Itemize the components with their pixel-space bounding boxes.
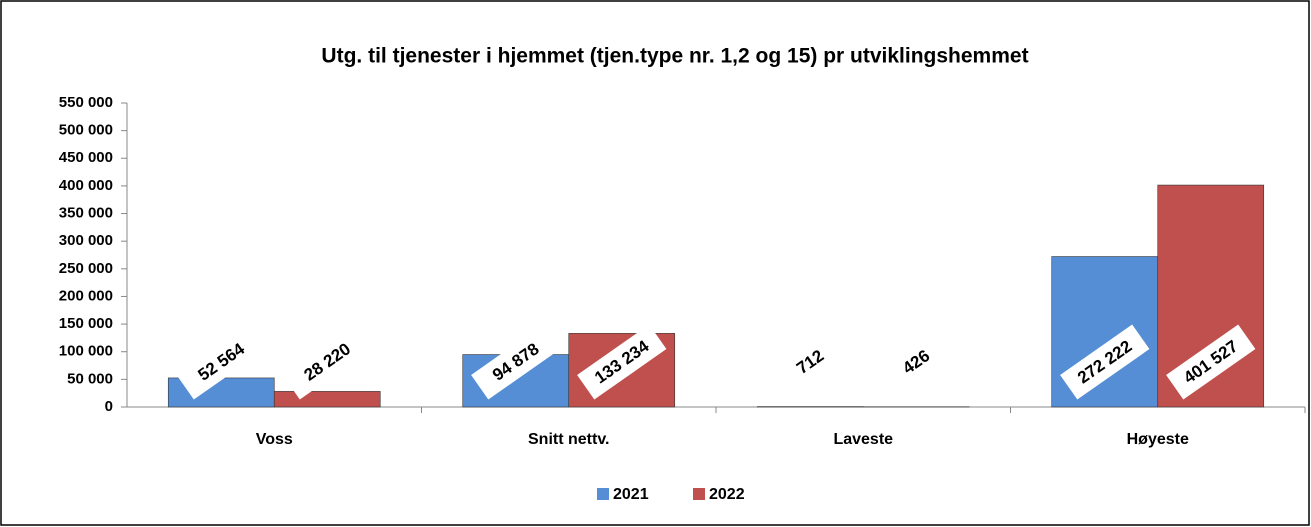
y-tick-label: 350 000: [59, 205, 113, 222]
legend-label: 2022: [709, 486, 745, 503]
y-tick-label: 150 000: [59, 315, 113, 332]
data-label-box: [1166, 324, 1256, 400]
data-label-box: [871, 324, 961, 400]
y-tick-label: 250 000: [59, 260, 113, 277]
y-tick-label: 100 000: [59, 343, 113, 360]
data-label-box: [577, 324, 667, 400]
y-tick-label: 300 000: [59, 232, 113, 249]
y-tick-label: 400 000: [59, 177, 113, 194]
y-tick-label: 0: [105, 398, 113, 415]
legend-swatch: [597, 488, 609, 500]
data-label-box: [176, 324, 266, 400]
y-tick-label: 550 000: [59, 94, 113, 111]
chart-title: Utg. til tjenester i hjemmet (tjen.type …: [321, 45, 1028, 68]
legend-label: 2021: [613, 486, 649, 503]
x-tick-label: Snitt nettv.: [528, 431, 609, 448]
data-label-box: [282, 324, 372, 400]
x-tick-label: Høyeste: [1127, 431, 1189, 448]
data-label-box: [471, 324, 561, 400]
y-tick-label: 200 000: [59, 287, 113, 304]
legend-swatch: [693, 488, 705, 500]
data-label-box: [765, 324, 855, 400]
y-tick-label: 500 000: [59, 122, 113, 139]
x-tick-label: Voss: [256, 431, 293, 448]
y-tick-label: 50 000: [67, 370, 113, 387]
y-tick-label: 450 000: [59, 149, 113, 166]
bar: [273, 391, 381, 408]
data-label-box: [1060, 324, 1150, 400]
x-tick-label: Laveste: [833, 431, 893, 448]
